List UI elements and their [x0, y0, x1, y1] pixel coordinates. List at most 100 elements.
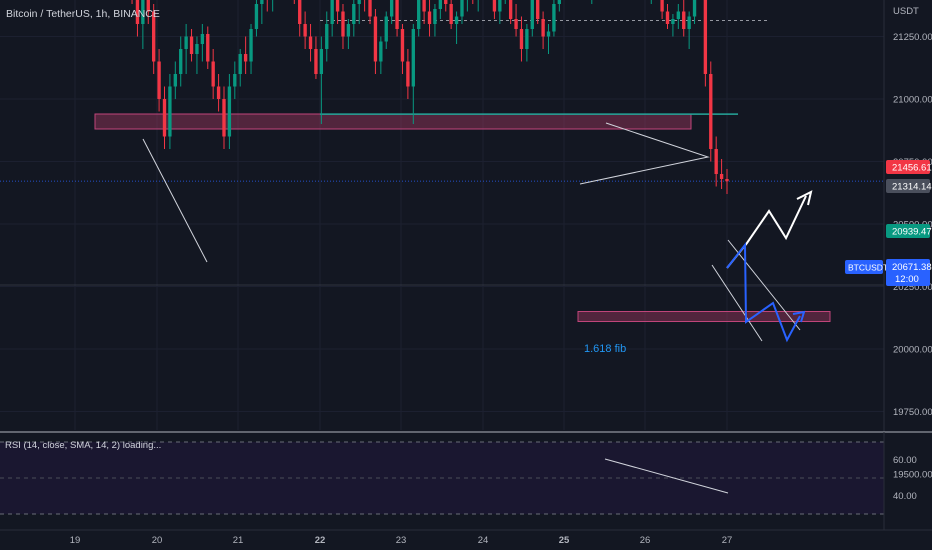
candle-body [162, 99, 167, 137]
time-axis[interactable]: 19 20 21 22 23 24 25 26 27 [0, 529, 932, 546]
red-price-badge-label: 21456.61 [892, 163, 932, 174]
candle-body [254, 4, 259, 29]
time-tick-label: 26 [640, 535, 651, 546]
bullish-projection-arrowhead [796, 190, 813, 206]
candle-body [498, 0, 502, 12]
candle-body [557, 0, 562, 4]
time-tick-label: 21 [233, 535, 244, 546]
candle-body [714, 149, 718, 174]
price-tick-label: 21250.00 [893, 32, 932, 43]
candle-body [200, 34, 205, 44]
candle-body [395, 0, 399, 29]
rsi-pane[interactable]: RSI (14, close, SMA, 14, 2) loading... 6… [0, 431, 932, 530]
price-tick-label: 20000.00 [893, 345, 932, 356]
candlestick-series [131, 0, 729, 194]
candle-body [260, 0, 264, 4]
candle-body [314, 49, 318, 74]
price-tick-label: 19500.00 [893, 470, 932, 481]
candle-body [546, 31, 551, 37]
candle-body [552, 4, 556, 32]
time-tick-label: 27 [722, 535, 733, 546]
candle-body [195, 44, 199, 54]
candle-body [665, 11, 670, 24]
candle-body [692, 0, 697, 17]
candle-body [536, 0, 540, 19]
time-tick-label: 19 [70, 535, 81, 546]
time-tick-label: 20 [152, 535, 163, 546]
grey-price-badge-label: 21314.14 [892, 182, 932, 193]
bearish-projection-path [726, 242, 801, 343]
candle-body [449, 4, 453, 24]
candle-body [460, 0, 464, 17]
candle-body [357, 0, 361, 4]
trendline-left [142, 138, 208, 263]
candle-body [671, 19, 675, 24]
candle-body [709, 74, 713, 149]
rsi-tick-40: 40.00 [893, 491, 917, 502]
candle-body [243, 54, 248, 62]
time-tick-label: 24 [478, 535, 489, 546]
candle-body [719, 174, 724, 179]
rsi-tick-60: 60.00 [893, 455, 917, 466]
price-tick-label: 19750.00 [893, 407, 932, 418]
candle-body [206, 34, 210, 62]
candle-body [157, 61, 161, 99]
candle-body [189, 36, 194, 54]
symbol-badge-label: BTCUSDT [848, 263, 888, 273]
red-price-badge: 21456.61 [886, 160, 932, 174]
candle-body [406, 61, 410, 87]
candle-body [308, 36, 313, 49]
candle-body [411, 29, 415, 87]
candle-body [508, 0, 513, 19]
candle-body [384, 16, 388, 42]
grey-price-badge: 21314.14 [886, 179, 932, 193]
candle-body [422, 0, 426, 12]
time-tick-label: 22 [315, 535, 326, 546]
candle-body [389, 0, 394, 17]
fib-target-zone [577, 311, 831, 322]
trend-drawings [142, 122, 813, 343]
candle-body [703, 0, 708, 74]
candle-body [179, 49, 183, 74]
candle-body [222, 99, 226, 137]
price-tick-label: 21000.00 [893, 95, 932, 106]
candle-body [152, 11, 156, 62]
candle-body [227, 86, 232, 137]
chart-title: Bitcoin / TetherUS, 1h, BINANCE [6, 8, 160, 20]
candle-body [530, 0, 534, 29]
candle-body [525, 29, 529, 49]
candle-body [335, 0, 340, 12]
current-price-badge: BTCUSDT 20671.38 12:00 [845, 259, 932, 286]
candle-body [433, 9, 437, 24]
green-price-badge-label: 20939.47 [892, 227, 932, 238]
grey-price-badge-bg [886, 179, 930, 193]
bearish-projection-arrowhead [792, 310, 806, 323]
candle-body [687, 16, 691, 29]
candle-body [330, 0, 334, 24]
candle-body [725, 179, 729, 182]
countdown-label: 12:00 [895, 274, 919, 285]
candle-body [233, 74, 237, 87]
red-price-badge-bg [886, 160, 930, 174]
candle-body [184, 36, 188, 49]
channel-lower-line [711, 264, 763, 342]
candle-body [368, 0, 372, 17]
candle-body [417, 0, 421, 29]
candle-body [514, 19, 518, 29]
candle-body [519, 29, 524, 49]
time-tick-label: 25 [559, 535, 570, 546]
candle-body [303, 24, 307, 37]
rsi-trendline [604, 458, 729, 494]
green-price-badge: 20939.47 [886, 224, 932, 238]
candle-body [682, 11, 686, 29]
support-zone [94, 113, 692, 130]
candle-body [400, 29, 405, 62]
candle-body [346, 24, 351, 37]
current-price-badge-bg [886, 259, 930, 286]
symbol-badge-bg [845, 260, 883, 274]
candle-body [541, 19, 545, 37]
green-price-badge-bg [886, 224, 930, 238]
candle-body [676, 11, 680, 19]
candle-body [135, 0, 140, 24]
